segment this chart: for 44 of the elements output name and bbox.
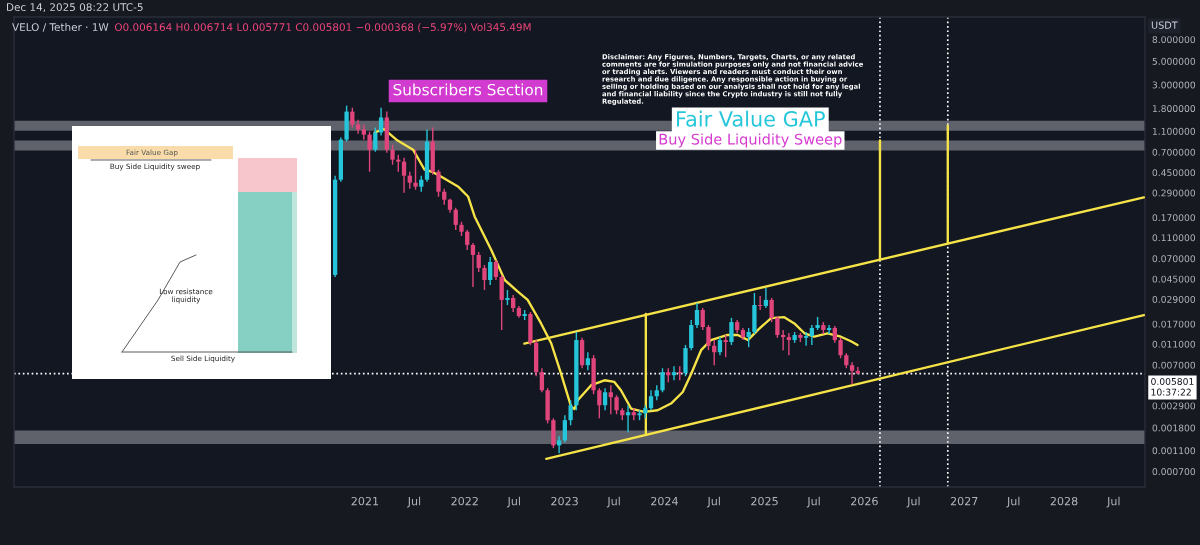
y-tick-label: 0.290000 xyxy=(1152,189,1196,197)
x-tick-label: Jul xyxy=(506,496,520,508)
y-axis-title: USDT xyxy=(1151,21,1178,29)
y-tick-label: 0.002900 xyxy=(1152,402,1196,410)
x-tick-label: 2027 xyxy=(950,496,978,506)
y-tick-label: 0.450000 xyxy=(1152,169,1196,177)
x-tick-label: 2023 xyxy=(551,496,578,506)
y-tick-label: 5.000000 xyxy=(1152,57,1196,65)
y-tick-label: 0.045000 xyxy=(1152,275,1196,283)
y-tick-label: 0.011000 xyxy=(1152,340,1196,348)
x-tick-label: Jul xyxy=(1006,496,1020,508)
x-tick-label: 2024 xyxy=(651,496,678,506)
band-label: Buy Side Liquidity Sweep xyxy=(659,133,842,148)
y-tick-label: 0.070000 xyxy=(1152,255,1196,263)
y-tick-label: 8.000000 xyxy=(1152,36,1196,44)
y-tick-label: 0.110000 xyxy=(1152,234,1196,242)
y-tick-label: 0.001800 xyxy=(1152,424,1196,432)
annotation: O0.006164 H0.006714 L0.005771 C0.005801 −0.000368 (−5.97%) Vol345.49M xyxy=(114,22,531,33)
x-tick-label: Jul xyxy=(1106,496,1120,508)
annotation: Subscribers Section xyxy=(393,83,543,96)
x-tick-label: Jul xyxy=(706,496,720,508)
x-tick-label: 2022 xyxy=(451,496,478,506)
y-tick-label: 1.100000 xyxy=(1152,127,1196,135)
y-tick-label: 0.700000 xyxy=(1152,148,1196,156)
x-tick-label: 2025 xyxy=(751,496,778,506)
y-tick-label: 0.000700 xyxy=(1152,468,1196,476)
y-tick-label: 0.029000 xyxy=(1152,295,1196,303)
y-tick-label: 0.007000 xyxy=(1152,361,1196,369)
x-tick-label: Jul xyxy=(407,496,421,508)
x-tick-label: 2028 xyxy=(1050,496,1078,506)
text: Dec 14, 2025 08:22 UTC-5 xyxy=(7,3,143,13)
y-tick-label: 0.170000 xyxy=(1152,214,1196,222)
x-tick-label: 2021 xyxy=(351,496,379,506)
chart-subtitle: VELO / Tether · 1W xyxy=(12,22,109,32)
x-tick-label: 2026 xyxy=(851,496,878,506)
x-tick-label: Jul xyxy=(606,496,620,508)
ref-line-label: 0.005801 10:37:22 xyxy=(1151,378,1194,396)
x-tick-label: Jul xyxy=(906,496,920,508)
y-tick-label: 1.800000 xyxy=(1152,105,1196,113)
x-tick-label: Jul xyxy=(806,496,820,508)
y-tick-label: 3.000000 xyxy=(1152,81,1196,89)
band-label: Fair Value GAP xyxy=(677,110,825,127)
y-tick-label: 0.001100 xyxy=(1152,447,1196,455)
y-tick-label: 0.017000 xyxy=(1152,320,1196,328)
